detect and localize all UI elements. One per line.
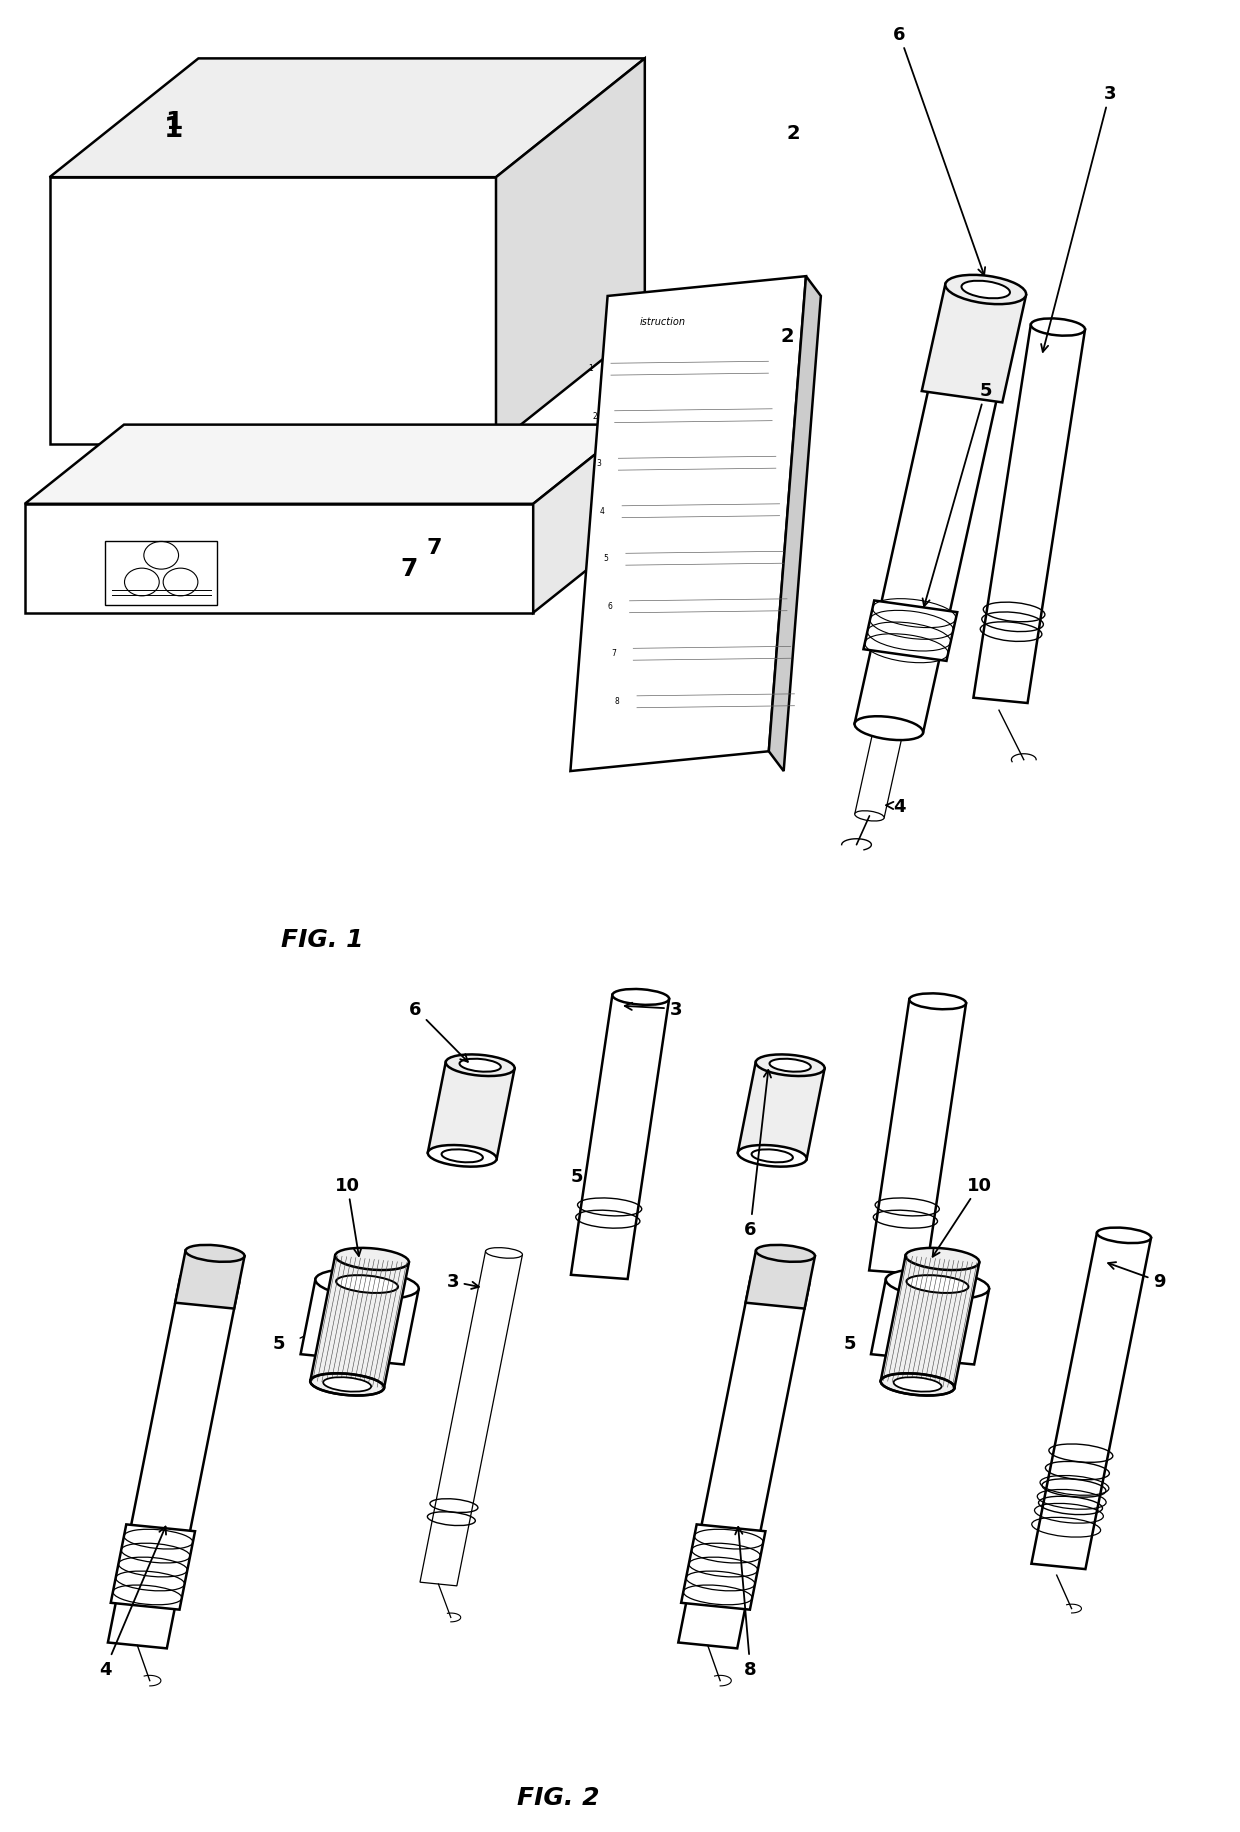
Text: 4: 4 <box>887 797 905 815</box>
Ellipse shape <box>751 1150 792 1163</box>
Text: 8: 8 <box>615 696 620 705</box>
Text: 10: 10 <box>932 1176 992 1257</box>
Ellipse shape <box>950 288 1018 311</box>
Ellipse shape <box>315 1270 419 1299</box>
Polygon shape <box>108 1277 239 1649</box>
Polygon shape <box>738 1063 825 1160</box>
Text: 5: 5 <box>570 1167 583 1185</box>
Text: 2: 2 <box>781 326 794 346</box>
Polygon shape <box>870 1279 990 1365</box>
Ellipse shape <box>756 1246 815 1262</box>
Ellipse shape <box>613 989 670 1006</box>
Polygon shape <box>921 284 1025 403</box>
Polygon shape <box>854 542 945 819</box>
Polygon shape <box>25 504 533 614</box>
Polygon shape <box>854 295 1018 733</box>
Polygon shape <box>570 277 806 771</box>
Ellipse shape <box>755 1055 825 1077</box>
Ellipse shape <box>961 282 1009 299</box>
Text: 4: 4 <box>600 506 605 515</box>
Polygon shape <box>678 1277 810 1649</box>
Text: 10: 10 <box>335 1176 361 1257</box>
Text: 5: 5 <box>923 381 992 606</box>
Polygon shape <box>175 1251 244 1308</box>
Polygon shape <box>50 59 645 178</box>
Ellipse shape <box>880 1374 955 1396</box>
Ellipse shape <box>854 812 884 821</box>
Ellipse shape <box>1097 1227 1151 1244</box>
Ellipse shape <box>445 1055 515 1077</box>
Text: FIG. 1: FIG. 1 <box>281 927 363 953</box>
Polygon shape <box>310 1255 409 1389</box>
Ellipse shape <box>486 1248 522 1259</box>
Polygon shape <box>496 59 645 445</box>
Ellipse shape <box>909 993 966 1009</box>
Ellipse shape <box>1030 319 1085 337</box>
Ellipse shape <box>894 1378 941 1392</box>
Polygon shape <box>570 995 670 1279</box>
Ellipse shape <box>460 1059 501 1072</box>
Text: 3: 3 <box>1042 84 1116 354</box>
Text: 1: 1 <box>165 110 182 134</box>
Text: 1: 1 <box>589 365 594 374</box>
Text: 7: 7 <box>611 649 616 658</box>
Polygon shape <box>533 425 632 614</box>
Ellipse shape <box>324 1378 371 1392</box>
Text: 2: 2 <box>787 123 800 143</box>
Polygon shape <box>420 1251 522 1587</box>
Ellipse shape <box>906 1275 968 1293</box>
Ellipse shape <box>336 1275 398 1293</box>
Polygon shape <box>681 1524 765 1610</box>
Text: 2: 2 <box>593 412 598 421</box>
Text: FIG. 2: FIG. 2 <box>517 1784 599 1808</box>
Text: 6: 6 <box>608 601 613 610</box>
Polygon shape <box>769 277 821 771</box>
Polygon shape <box>50 178 496 445</box>
Ellipse shape <box>310 1374 384 1396</box>
Ellipse shape <box>770 1059 811 1072</box>
Polygon shape <box>105 542 217 606</box>
Polygon shape <box>880 1255 980 1389</box>
Text: 1: 1 <box>164 115 184 143</box>
Text: 3: 3 <box>446 1273 479 1292</box>
Ellipse shape <box>186 1246 244 1262</box>
Text: 6: 6 <box>409 1000 467 1063</box>
Ellipse shape <box>441 1150 482 1163</box>
Ellipse shape <box>854 716 923 740</box>
Polygon shape <box>300 1279 419 1365</box>
Polygon shape <box>869 1000 966 1275</box>
Polygon shape <box>973 326 1085 703</box>
Polygon shape <box>745 1251 815 1308</box>
Text: 6: 6 <box>744 1070 771 1238</box>
Text: 8: 8 <box>735 1528 756 1678</box>
Polygon shape <box>428 1063 515 1160</box>
Text: 7: 7 <box>427 539 441 559</box>
Text: 5: 5 <box>843 1334 856 1352</box>
Ellipse shape <box>905 1248 980 1270</box>
Polygon shape <box>863 601 957 661</box>
Ellipse shape <box>428 1145 497 1167</box>
Ellipse shape <box>335 1248 409 1270</box>
Text: 5: 5 <box>604 553 609 562</box>
Text: 4: 4 <box>99 1526 166 1678</box>
Polygon shape <box>1032 1233 1151 1570</box>
Polygon shape <box>110 1524 195 1610</box>
Ellipse shape <box>738 1145 807 1167</box>
Text: 3: 3 <box>596 460 601 467</box>
Ellipse shape <box>945 275 1027 304</box>
Text: istruction: istruction <box>640 317 686 326</box>
Text: 5: 5 <box>273 1334 285 1352</box>
Text: 7: 7 <box>401 557 418 581</box>
Text: 3: 3 <box>625 1000 682 1019</box>
Ellipse shape <box>885 1270 990 1299</box>
Text: 9: 9 <box>1109 1262 1166 1292</box>
Polygon shape <box>25 425 632 504</box>
Text: 6: 6 <box>893 26 985 277</box>
